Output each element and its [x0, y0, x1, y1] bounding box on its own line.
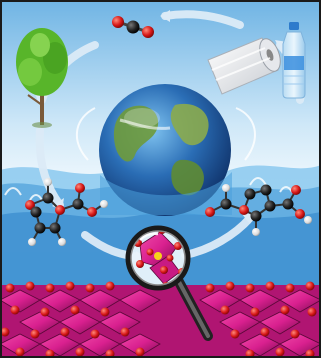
water-bottle-icon: [282, 22, 306, 99]
magnifying-glass-icon: [125, 225, 213, 341]
earth-globe-icon: [75, 84, 256, 216]
crystal-lattice-surface: [0, 281, 321, 358]
right-molecule-atoms: [205, 184, 312, 236]
tree-icon: [16, 28, 68, 128]
left-molecule-atoms: [25, 178, 108, 246]
plastic-film-roll-icon: [207, 37, 281, 95]
co2-molecule: [112, 16, 154, 38]
